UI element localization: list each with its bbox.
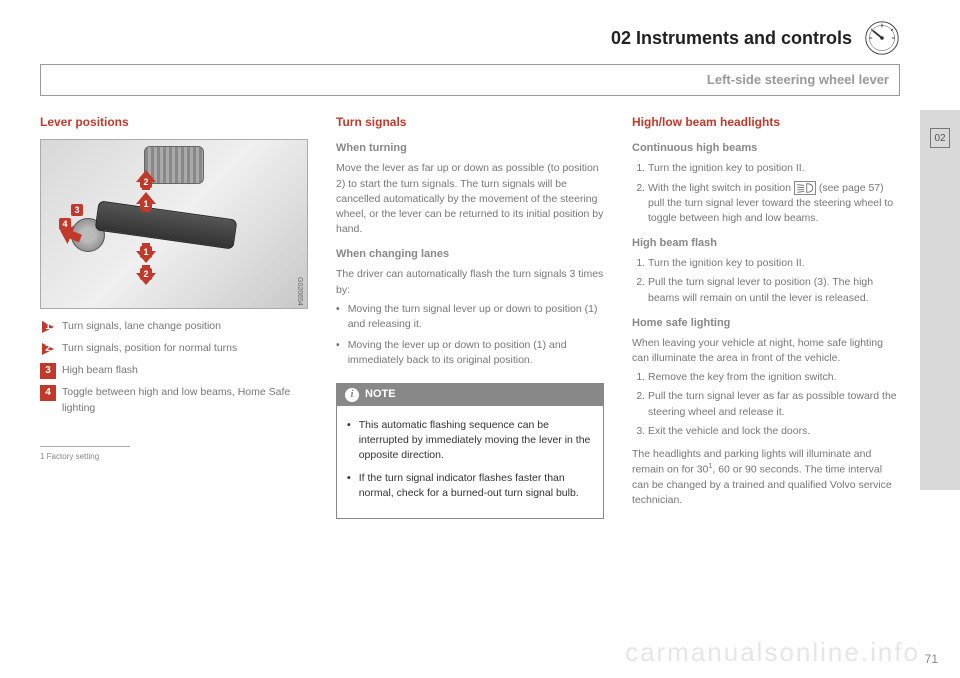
legend-text-1: Turn signals, lane change position (62, 319, 308, 334)
headlight-icon (794, 181, 816, 195)
list-item: Moving the lever up or down to position … (336, 338, 604, 368)
list-item: With the light switch in position (see p… (648, 181, 900, 227)
gauge-icon (864, 20, 900, 56)
legend-item-2: 2 Turn signals, position for normal turn… (40, 341, 308, 357)
list-item: Turn the ignition key to position II. (648, 161, 900, 176)
manual-page: 02 Instruments and controls Left-side st… (0, 0, 960, 678)
note-box: i NOTE This automatic flashing sequence … (336, 383, 604, 519)
illus-marker-2-down: 2 (140, 268, 152, 280)
heading-turn-signals: Turn signals (336, 114, 604, 131)
para-changing-lanes-intro: The driver can automatically flash the t… (336, 267, 604, 297)
watermark: carmanualsonline.info (625, 637, 920, 668)
footnote: 1 Factory setting (40, 451, 308, 463)
content-columns: Lever positions 2 1 1 2 (40, 114, 900, 519)
section-title-box: Left-side steering wheel lever (40, 64, 900, 96)
list-continuous-high: Turn the ignition key to position II. Wi… (632, 161, 900, 226)
note-body: This automatic flashing sequence can be … (337, 406, 603, 518)
info-icon: i (345, 388, 359, 402)
subheading-when-turning: When turning (336, 141, 604, 157)
legend-marker-3: 3 (40, 363, 56, 379)
legend-text-3: High beam flash (62, 363, 308, 378)
legend-marker-4: 4 (40, 385, 56, 401)
illus-marker-3: 3 (71, 204, 83, 216)
footnote-rule (40, 446, 130, 447)
legend-text-2: Turn signals, position for normal turns (62, 341, 308, 356)
list-item: Moving the turn signal lever up or down … (336, 302, 604, 332)
note-label: NOTE (365, 387, 396, 403)
illustration-code: G020654 (294, 277, 304, 306)
para-home-safe-outro: The headlights and parking lights will i… (632, 447, 900, 508)
chapter-header: 02 Instruments and controls (40, 20, 900, 56)
illus-marker-2-up: 2 (140, 176, 152, 188)
para-home-safe-intro: When leaving your vehicle at night, home… (632, 336, 900, 366)
list-changing-lanes: Moving the turn signal lever up or down … (336, 302, 604, 369)
subheading-high-beam-flash: High beam flash (632, 236, 900, 252)
subheading-continuous-high: Continuous high beams (632, 141, 900, 157)
para-when-turning: Move the lever as far up or down as poss… (336, 161, 604, 237)
chapter-side-tab: 02 (920, 110, 960, 490)
subheading-home-safe: Home safe lighting (632, 316, 900, 332)
list-item: Remove the key from the ignition switch. (648, 370, 900, 385)
list-item: If the turn signal indicator flashes fas… (347, 471, 593, 501)
illus-marker-1-up: 1 (140, 198, 152, 210)
list-home-safe: Remove the key from the ignition switch.… (632, 370, 900, 439)
list-item: Exit the vehicle and lock the doors. (648, 424, 900, 439)
legend-marker-1: 1 (40, 319, 56, 335)
lever-illustration: 2 1 1 2 3 4 G020654 (40, 139, 308, 309)
chapter-title: 02 Instruments and controls (611, 28, 852, 49)
heading-lever-positions: Lever positions (40, 114, 308, 131)
illus-lever-stalk (95, 201, 238, 250)
legend-text-4: Toggle between high and low beams, Home … (62, 385, 308, 415)
legend-marker-2: 2 (40, 341, 56, 357)
column-turn-signals: Turn signals When turning Move the lever… (336, 114, 604, 519)
legend-item-4: 4 Toggle between high and low beams, Hom… (40, 385, 308, 415)
page-number: 71 (925, 652, 938, 666)
legend-item-1: 1 Turn signals, lane change position (40, 319, 308, 335)
illus-marker-1-down: 1 (140, 246, 152, 258)
column-headlights: High/low beam headlights Continuous high… (632, 114, 900, 519)
heading-headlights: High/low beam headlights (632, 114, 900, 131)
note-header: i NOTE (337, 384, 603, 406)
side-tab-number: 02 (930, 128, 950, 148)
list-item: Pull the turn signal lever to position (… (648, 275, 900, 305)
list-item: Pull the turn signal lever as far as pos… (648, 389, 900, 419)
list-high-beam-flash: Turn the ignition key to position II. Pu… (632, 256, 900, 306)
illus-marker-4: 4 (59, 218, 71, 230)
list-item: Turn the ignition key to position II. (648, 256, 900, 271)
list-item: This automatic flashing sequence can be … (347, 418, 593, 464)
column-lever-positions: Lever positions 2 1 1 2 (40, 114, 308, 519)
section-title: Left-side steering wheel lever (707, 72, 889, 87)
legend-item-3: 3 High beam flash (40, 363, 308, 379)
subheading-changing-lanes: When changing lanes (336, 247, 604, 263)
